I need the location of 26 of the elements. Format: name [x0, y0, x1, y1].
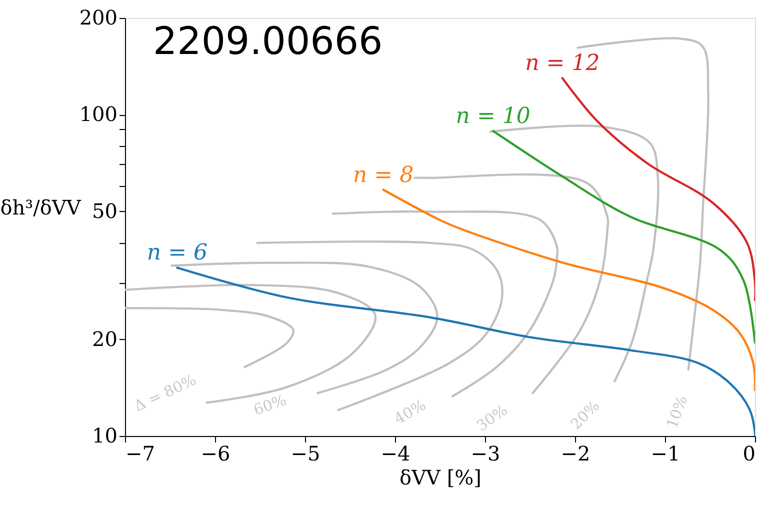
- x-tick-label: −7: [126, 442, 155, 466]
- line-series: [125, 307, 295, 368]
- line-series: [382, 188, 755, 392]
- x-tick-label: −4: [380, 442, 410, 466]
- series-label: n = 8: [353, 162, 414, 188]
- annotation: 2209.00666: [153, 19, 383, 63]
- x-tick-label: 0: [742, 442, 756, 466]
- y-tick-label: 20: [92, 326, 118, 351]
- y-tick-label: 50: [92, 198, 118, 223]
- x-tick-label: −5: [290, 442, 320, 466]
- series-label: n = 10: [456, 104, 530, 129]
- line-series: [492, 130, 755, 344]
- line-series: [561, 77, 755, 302]
- x-tick-label: −1: [650, 442, 680, 466]
- x-tick-label: −3: [470, 442, 500, 466]
- series-label: n = 6: [146, 240, 208, 266]
- x-tick-label: −6: [200, 442, 230, 466]
- x-tick-label: −2: [560, 442, 590, 466]
- y-axis-title: δh³/δVV: [0, 196, 82, 220]
- y-tick-label: 10: [92, 424, 118, 448]
- y-tick-label: 200: [79, 6, 118, 30]
- x-axis-title: δVV [%]: [400, 466, 482, 490]
- series-label: n = 12: [525, 51, 600, 76]
- y-tick-label: 100: [79, 102, 118, 126]
- line-series: [332, 210, 559, 398]
- line-series: [489, 124, 660, 382]
